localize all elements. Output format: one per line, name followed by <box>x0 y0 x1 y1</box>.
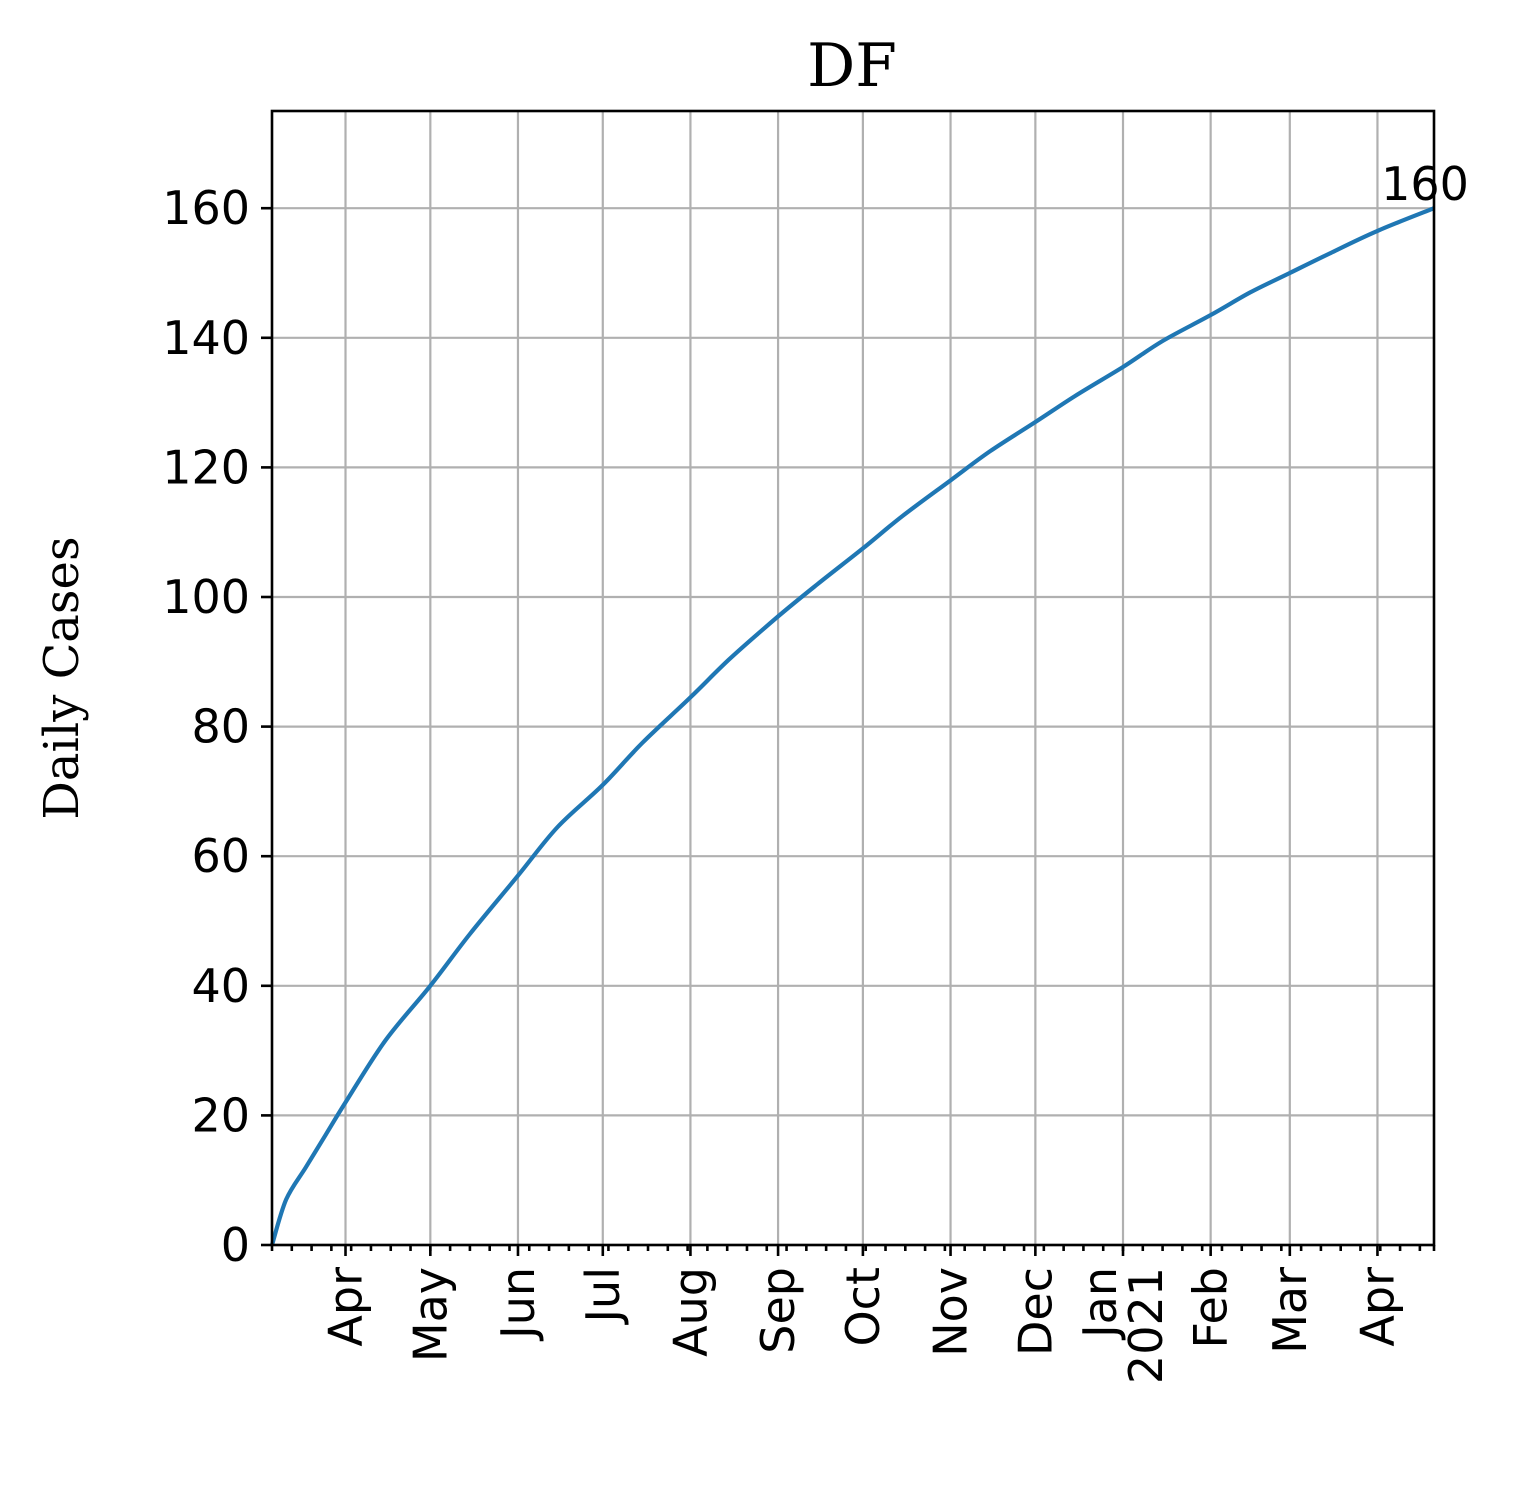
series-line <box>269 206 1435 1246</box>
x-tick-label: Jan <box>1073 1267 1127 1341</box>
y-tick-label: 100 <box>162 570 250 624</box>
y-tick-label: 80 <box>191 700 250 754</box>
chart-title: DF <box>807 31 897 101</box>
x-tick-label: Sep <box>751 1267 805 1354</box>
y-tick-label: 140 <box>162 311 250 365</box>
y-tick-label: 120 <box>162 440 250 494</box>
tick-labels: 0 20 40 60 80 100 120 140 160 Apr May Jun Jul Aug Sep O… <box>162 181 1404 1384</box>
x-tick-label: Jul <box>576 1267 630 1326</box>
x-tick-label: Apr <box>1350 1267 1404 1347</box>
x-tick-label: Feb <box>1184 1267 1238 1348</box>
y-tick-label: 0 <box>221 1218 250 1272</box>
x-tick-label: Apr <box>319 1267 373 1347</box>
x-tick-label: Aug <box>663 1267 717 1357</box>
series-layer <box>269 206 1435 1246</box>
y-tick-label: 20 <box>191 1088 250 1142</box>
grid <box>272 111 1434 1247</box>
y-tick-label: 160 <box>162 181 250 235</box>
y-tick-label: 60 <box>191 829 250 883</box>
x-tick-label: Nov <box>924 1267 978 1357</box>
x-tick-label: 2021 <box>1119 1267 1173 1384</box>
y-tick-label: 40 <box>191 959 250 1013</box>
ticks <box>261 206 1436 1256</box>
y-axis-label: Daily Cases <box>34 536 90 819</box>
x-tick-label: Jun <box>491 1267 545 1342</box>
x-tick-label: Mar <box>1263 1267 1317 1354</box>
x-tick-label: May <box>403 1267 457 1362</box>
annotation-last-value: 160 <box>1381 157 1469 211</box>
x-tick-label: Oct <box>836 1267 890 1347</box>
plot-frame <box>270 109 1436 1247</box>
x-tick-label: Dec <box>1008 1267 1062 1356</box>
